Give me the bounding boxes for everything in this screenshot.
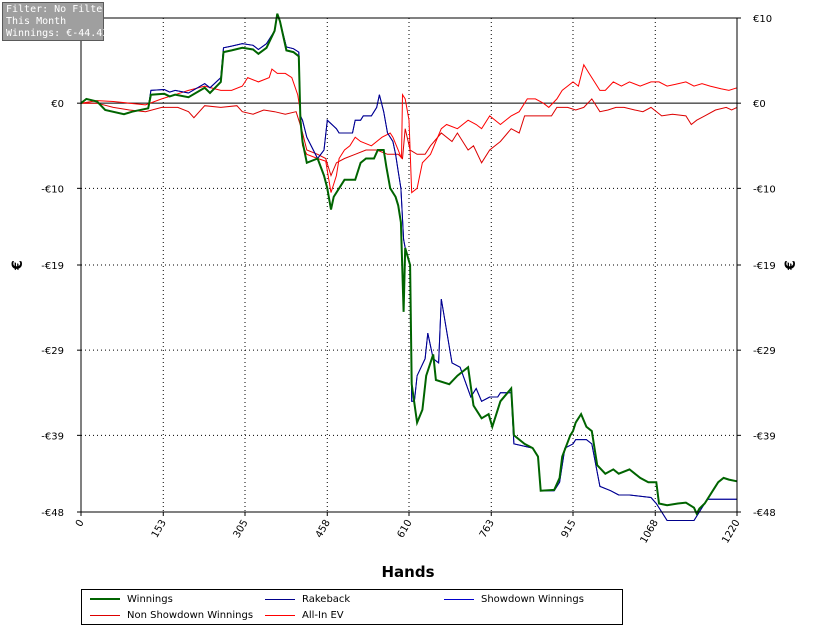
legend-label: Non Showdown Winnings <box>127 609 254 621</box>
legend-swatch-winnings <box>90 598 120 600</box>
legend-item-winnings: Winnings <box>90 592 173 606</box>
legend-label: Showdown Winnings <box>481 593 584 605</box>
legend-swatch-showdown <box>444 598 474 600</box>
legend-swatch-all-in-ev <box>265 614 295 616</box>
y-tick-label-left: -€10 <box>41 184 64 195</box>
y-tick-label-left: -€48 <box>41 508 64 519</box>
y-tick-label-left: €0 <box>51 99 64 110</box>
legend-swatch-non-showdown <box>90 614 120 616</box>
x-tick-label: 0 <box>74 518 87 529</box>
x-tick-label: 458 <box>314 518 333 540</box>
legend-item-showdown-winnings: Showdown Winnings <box>444 592 584 606</box>
legend-item-rakeback: Rakeback <box>265 592 350 606</box>
y-tick-label-right: -€29 <box>753 346 776 357</box>
legend-item-non-showdown-winnings: Non Showdown Winnings <box>90 608 253 622</box>
legend-swatch-rakeback <box>265 598 295 600</box>
winnings-summary: Winnings: €-44.43 <box>6 28 109 39</box>
x-tick-label: 153 <box>150 518 169 540</box>
y-tick-label-right: -€39 <box>753 431 776 442</box>
x-tick-label: 915 <box>560 518 579 540</box>
x-tick-label: 305 <box>232 518 251 540</box>
y-tick-label-right: -€10 <box>753 184 776 195</box>
series-winnings <box>80 13 738 516</box>
series-showdown-winnings <box>80 13 737 521</box>
x-tick-label: 1068 <box>639 518 661 546</box>
series-non-showdown-winnings <box>81 98 738 178</box>
legend-item-all-in-ev: All-In EV <box>265 608 344 622</box>
legend-label: All-In EV <box>302 609 344 621</box>
y-tick-label-right: -€48 <box>753 508 776 519</box>
filter-label: Filter: No Filter <box>6 4 109 15</box>
series-rakeback <box>80 13 737 521</box>
filter-info-box: Filter: No Filter This Month Winnings: €… <box>2 2 109 41</box>
x-tick-label: 610 <box>396 518 415 540</box>
series-layer <box>80 13 738 521</box>
series-all-in-ev <box>80 63 738 194</box>
y-tick-label-left: -€39 <box>41 431 64 442</box>
period-label: This Month <box>6 16 67 27</box>
y-tick-label-left: -€19 <box>41 261 64 272</box>
y-tick-label-right: -€19 <box>753 261 776 272</box>
legend: Winnings Rakeback Showdown Winnings Non … <box>81 589 623 625</box>
legend-label: Winnings <box>127 593 173 605</box>
legend-label: Rakeback <box>302 593 351 605</box>
x-tick-label: 1220 <box>720 518 742 546</box>
y-tick-label-right: €10 <box>753 14 772 25</box>
y-axis-label-right: € <box>783 260 799 271</box>
y-tick-label-right: €0 <box>753 99 766 110</box>
grid <box>81 18 737 512</box>
x-axis-label: Hands <box>381 563 434 581</box>
x-tick-label: 763 <box>478 518 497 540</box>
y-axis-label-left: € <box>10 260 26 271</box>
y-tick-label-left: -€29 <box>41 346 64 357</box>
